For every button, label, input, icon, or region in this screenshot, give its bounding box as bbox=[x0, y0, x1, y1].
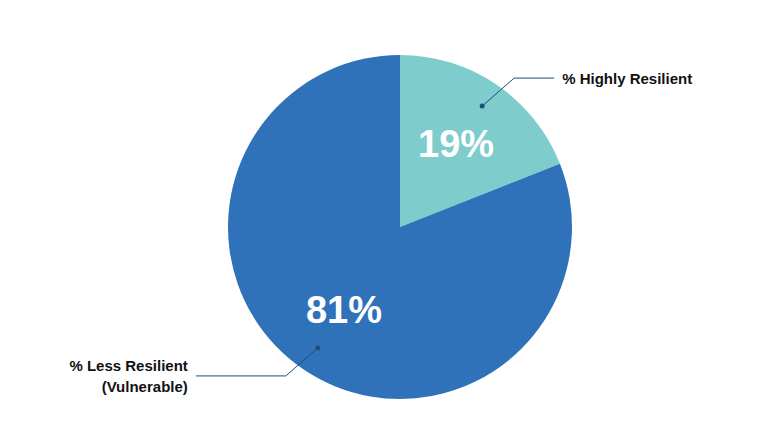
svg-text:81%: 81% bbox=[306, 289, 382, 331]
svg-text:% Highly Resilient: % Highly Resilient bbox=[562, 70, 692, 87]
svg-text:% Less Resilient(Vulnerable): % Less Resilient(Vulnerable) bbox=[69, 357, 187, 395]
svg-text:19%: 19% bbox=[418, 123, 494, 165]
